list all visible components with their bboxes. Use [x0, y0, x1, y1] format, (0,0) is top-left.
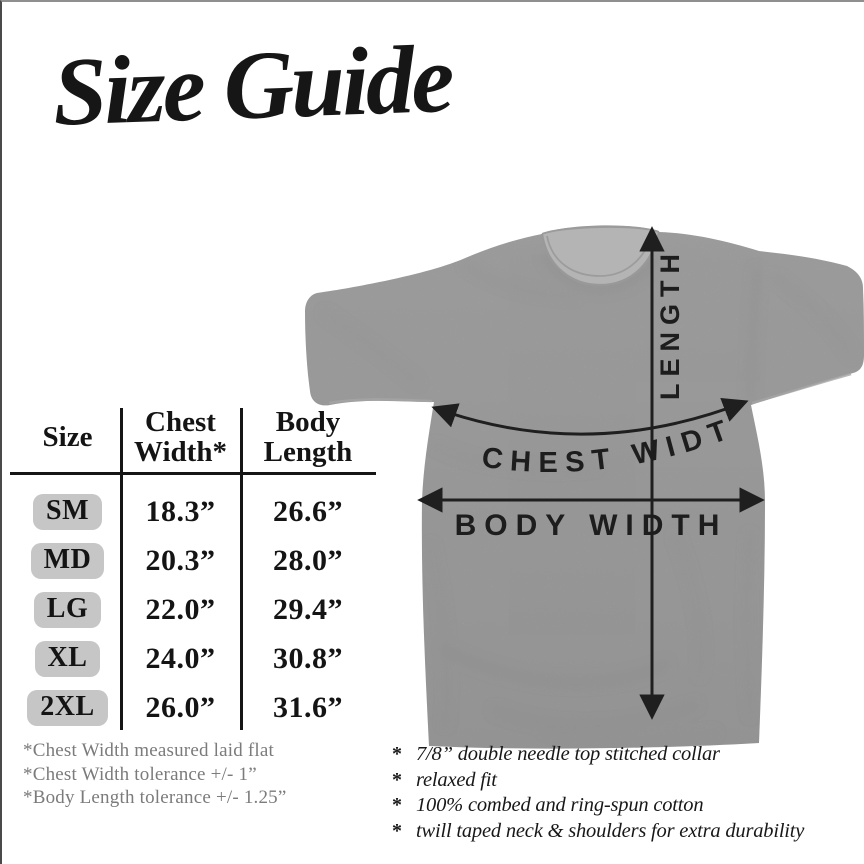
footnote-line: *Body Length tolerance +/- 1.25” — [23, 787, 287, 808]
feature-text: 100% combed and ring-spun cotton — [416, 794, 704, 816]
feature-text: relaxed fit — [416, 768, 497, 791]
bullet-star: * — [392, 819, 402, 842]
body-length-value: 26.6” — [273, 494, 343, 528]
column-header-chest-width: Chest Width* — [134, 406, 227, 468]
page-title: Size Guide — [51, 24, 454, 146]
bullet-star: * — [392, 768, 402, 791]
size-badge: SM — [33, 494, 102, 530]
body-width-label: BODY WIDTH — [455, 509, 728, 542]
column-header-body-length: Body Length — [263, 406, 353, 468]
table-row: SM 18.3” 26.6” — [14, 487, 376, 536]
table-divider-1 — [120, 408, 123, 730]
table-row: XL 24.0” 30.8” — [14, 634, 376, 683]
tshirt-shape — [305, 225, 864, 749]
body-length-value: 28.0” — [273, 543, 343, 577]
footnote-line: *Chest Width tolerance +/- 1” — [23, 763, 257, 785]
chest-width-value: 22.0” — [145, 592, 216, 626]
feature-item: * 7/8” double needle top stitched collar — [392, 742, 862, 768]
tshirt-illustration: LENGTH CHEST WIDTH BODY WIDTH — [281, 170, 864, 749]
chest-width-value: 18.3” — [145, 494, 216, 528]
bullet-star: * — [392, 794, 402, 816]
footnote-line: *Chest Width measured laid flat — [23, 740, 274, 761]
table-row: 2XL 26.0” 31.6” — [14, 683, 376, 732]
feature-text: 7/8” double needle top stitched collar — [416, 743, 720, 765]
tshirt-diagram: LENGTH CHEST WIDTH BODY WIDTH — [281, 170, 864, 762]
table-header-rule — [10, 472, 376, 475]
size-badge: XL — [34, 641, 101, 677]
table-header-row: Size Chest Width* Body Length — [14, 402, 376, 472]
body-length-value: 29.4” — [273, 592, 343, 626]
feature-item: * relaxed fit — [392, 768, 862, 794]
feature-item: * twill taped neck & shoulders for extra… — [392, 819, 862, 845]
chest-width-value: 20.3” — [145, 543, 216, 577]
chest-width-value: 24.0” — [145, 641, 216, 675]
feature-list: * 7/8” double needle top stitched collar… — [392, 742, 862, 844]
table-row: MD 20.3” 28.0” — [14, 536, 376, 585]
size-badge: MD — [30, 543, 105, 579]
column-header-size: Size — [42, 421, 93, 453]
bullet-star: * — [392, 743, 402, 765]
chest-width-arrow — [431, 397, 749, 436]
body-length-value: 31.6” — [273, 690, 343, 724]
table-row: LG 22.0” 29.4” — [14, 585, 376, 634]
feature-text: twill taped neck & shoulders for extra d… — [416, 819, 805, 842]
body-length-value: 30.8” — [273, 641, 343, 675]
size-badge: 2XL — [27, 690, 108, 726]
table-divider-2 — [240, 408, 243, 730]
footnotes: *Chest Width measured laid flat *Chest W… — [23, 739, 287, 810]
length-label: LENGTH — [655, 247, 685, 400]
feature-item: * 100% combed and ring-spun cotton — [392, 793, 862, 819]
table-body: SM 18.3” 26.6” MD 20.3” 28.0” LG 22.0” 2… — [14, 487, 376, 732]
size-table: Size Chest Width* Body Length SM 18.3” 2… — [10, 402, 376, 732]
size-badge: LG — [33, 592, 102, 628]
chest-width-value: 26.0” — [145, 690, 216, 724]
